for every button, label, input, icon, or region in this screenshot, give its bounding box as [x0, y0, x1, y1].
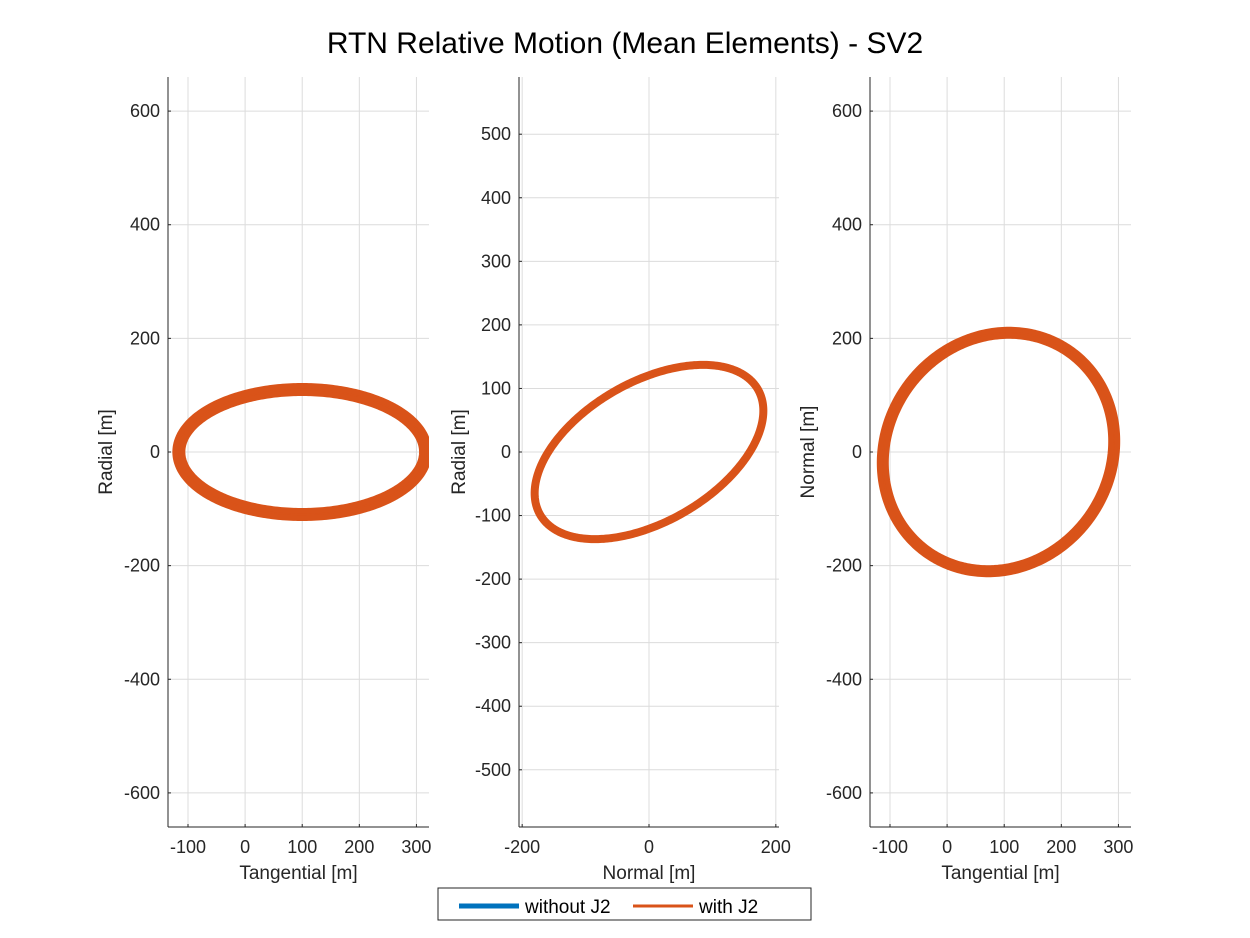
- y-tick-label: -600: [826, 783, 862, 803]
- x-tick-label: 100: [287, 837, 317, 857]
- x-tick-label: 300: [1103, 837, 1133, 857]
- y-tick-label: -400: [124, 669, 160, 689]
- x-tick-label: -100: [872, 837, 908, 857]
- y-tick-label: -200: [124, 556, 160, 576]
- x-axis-label: Tangential [m]: [239, 863, 357, 884]
- x-axis-label: Normal [m]: [603, 863, 696, 884]
- y-axis-label: Radial [m]: [449, 409, 470, 495]
- y-tick-label: 600: [130, 101, 160, 121]
- y-tick-label: -200: [826, 556, 862, 576]
- y-tick-label: -600: [124, 783, 160, 803]
- y-tick-label: 600: [832, 101, 862, 121]
- y-tick-label: 0: [150, 442, 160, 462]
- y-tick-label: -200: [475, 569, 511, 589]
- y-axis-label: Radial [m]: [96, 409, 117, 495]
- subplot-radial-vs-tangential: -100 0 100 200 300 -600 -400 -200 0 200 400 600 Tang…: [96, 77, 431, 884]
- y-tick-label: 300: [481, 251, 511, 271]
- y-tick-label: 0: [852, 442, 862, 462]
- figure-title: RTN Relative Motion (Mean Elements) - SV…: [327, 27, 923, 60]
- series-group: [172, 383, 429, 521]
- y-tick-label: -400: [826, 669, 862, 689]
- y-tick-label: -100: [475, 506, 511, 526]
- x-tick-label: 100: [989, 837, 1019, 857]
- y-tick-label: 200: [832, 328, 862, 348]
- x-tick-label: 200: [344, 837, 374, 857]
- subplot-normal-vs-tangential: -100 0 100 200 300 -600 -400 -200 0 200 400 600 Tang…: [798, 77, 1133, 884]
- series-line-edge: [882, 332, 1115, 572]
- x-axis-label: Tangential [m]: [941, 863, 1059, 884]
- y-tick-label: -500: [475, 760, 511, 780]
- y-tick-label: 500: [481, 124, 511, 144]
- series-group: [876, 326, 1121, 578]
- x-tick-label: 200: [1046, 837, 1076, 857]
- legend-label-without-j2: without J2: [524, 897, 611, 918]
- y-tick-label: 200: [130, 328, 160, 348]
- series-line-edge: [533, 364, 765, 540]
- y-tick-label: 100: [481, 378, 511, 398]
- subplot-radial-vs-normal: -200 0 200 -500 -400 -300 -200 -100 0 100 200 300 40…: [449, 77, 791, 884]
- x-tick-label: 300: [401, 837, 431, 857]
- x-tick-label: -200: [504, 837, 540, 857]
- x-tick-label: 0: [644, 837, 654, 857]
- y-tick-label: 400: [832, 215, 862, 235]
- y-axis-label: Normal [m]: [798, 406, 819, 499]
- x-tick-label: 0: [942, 837, 952, 857]
- x-tick-label: 0: [240, 837, 250, 857]
- series-line-edge: [178, 388, 427, 516]
- legend-label-with-j2: with J2: [698, 897, 758, 918]
- x-tick-label: 200: [761, 837, 791, 857]
- y-tick-label: 0: [501, 442, 511, 462]
- legend: without J2 with J2: [437, 887, 812, 921]
- y-tick-label: 200: [481, 315, 511, 335]
- y-tick-label: -300: [475, 633, 511, 653]
- series-group: [530, 360, 768, 544]
- x-tick-label: -100: [170, 837, 206, 857]
- y-tick-label: 400: [130, 215, 160, 235]
- y-tick-label: -400: [475, 696, 511, 716]
- y-tick-label: 400: [481, 188, 511, 208]
